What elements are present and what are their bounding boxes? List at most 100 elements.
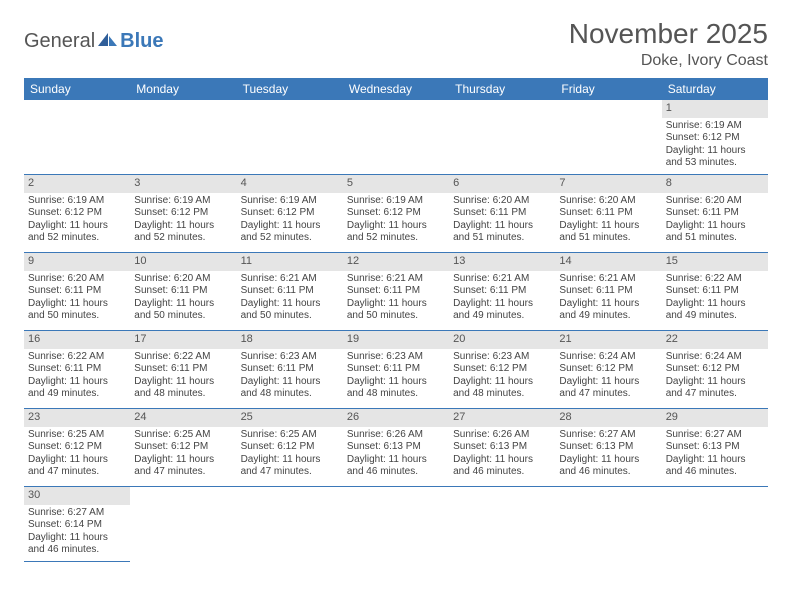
weekday-header: Friday	[555, 78, 661, 100]
sunrise-line: Sunrise: 6:19 AM	[666, 120, 764, 133]
sunrise-line: Sunrise: 6:23 AM	[453, 351, 551, 364]
daylight-line: Daylight: 11 hours and 51 minutes.	[453, 220, 551, 245]
day-details: Sunrise: 6:25 AMSunset: 6:12 PMDaylight:…	[130, 427, 236, 483]
daylight-line: Daylight: 11 hours and 48 minutes.	[453, 376, 551, 401]
sunrise-line: Sunrise: 6:23 AM	[347, 351, 445, 364]
day-details: Sunrise: 6:21 AMSunset: 6:11 PMDaylight:…	[237, 271, 343, 327]
day-number: 24	[130, 409, 236, 427]
day-number: 22	[662, 331, 768, 349]
weekday-header: Monday	[130, 78, 236, 100]
day-details: Sunrise: 6:20 AMSunset: 6:11 PMDaylight:…	[449, 193, 555, 249]
day-details: Sunrise: 6:21 AMSunset: 6:11 PMDaylight:…	[343, 271, 449, 327]
calendar-cell: 29Sunrise: 6:27 AMSunset: 6:13 PMDayligh…	[662, 408, 768, 486]
calendar-week-row: 16Sunrise: 6:22 AMSunset: 6:11 PMDayligh…	[24, 330, 768, 408]
calendar-cell	[449, 486, 555, 561]
daylight-line: Daylight: 11 hours and 47 minutes.	[134, 454, 232, 479]
calendar-cell	[130, 100, 236, 174]
daylight-line: Daylight: 11 hours and 49 minutes.	[559, 298, 657, 323]
sunset-line: Sunset: 6:11 PM	[453, 207, 551, 220]
day-number: 4	[237, 175, 343, 193]
daylight-line: Daylight: 11 hours and 48 minutes.	[134, 376, 232, 401]
sunrise-line: Sunrise: 6:21 AM	[453, 273, 551, 286]
daylight-line: Daylight: 11 hours and 52 minutes.	[241, 220, 339, 245]
logo-text-general: General	[24, 30, 95, 53]
sunset-line: Sunset: 6:12 PM	[241, 441, 339, 454]
day-number: 28	[555, 409, 661, 427]
calendar-cell	[24, 100, 130, 174]
sunrise-line: Sunrise: 6:21 AM	[559, 273, 657, 286]
daylight-line: Daylight: 11 hours and 47 minutes.	[559, 376, 657, 401]
day-details: Sunrise: 6:22 AMSunset: 6:11 PMDaylight:…	[24, 349, 130, 405]
sunrise-line: Sunrise: 6:27 AM	[559, 429, 657, 442]
calendar-cell: 13Sunrise: 6:21 AMSunset: 6:11 PMDayligh…	[449, 252, 555, 330]
calendar-cell: 26Sunrise: 6:26 AMSunset: 6:13 PMDayligh…	[343, 408, 449, 486]
day-details: Sunrise: 6:22 AMSunset: 6:11 PMDaylight:…	[662, 271, 768, 327]
sunset-line: Sunset: 6:11 PM	[241, 285, 339, 298]
day-number: 3	[130, 175, 236, 193]
day-number: 1	[662, 100, 768, 118]
calendar-cell: 7Sunrise: 6:20 AMSunset: 6:11 PMDaylight…	[555, 174, 661, 252]
sunset-line: Sunset: 6:12 PM	[347, 207, 445, 220]
day-details: Sunrise: 6:26 AMSunset: 6:13 PMDaylight:…	[343, 427, 449, 483]
sunrise-line: Sunrise: 6:26 AM	[347, 429, 445, 442]
sunrise-line: Sunrise: 6:19 AM	[134, 195, 232, 208]
day-details: Sunrise: 6:23 AMSunset: 6:11 PMDaylight:…	[237, 349, 343, 405]
calendar-cell: 24Sunrise: 6:25 AMSunset: 6:12 PMDayligh…	[130, 408, 236, 486]
day-number: 15	[662, 253, 768, 271]
sunrise-line: Sunrise: 6:19 AM	[241, 195, 339, 208]
calendar-cell: 22Sunrise: 6:24 AMSunset: 6:12 PMDayligh…	[662, 330, 768, 408]
day-number: 30	[24, 487, 130, 505]
daylight-line: Daylight: 11 hours and 47 minutes.	[666, 376, 764, 401]
day-number: 17	[130, 331, 236, 349]
title-block: November 2025 Doke, Ivory Coast	[569, 18, 768, 70]
sunrise-line: Sunrise: 6:25 AM	[134, 429, 232, 442]
day-details: Sunrise: 6:19 AMSunset: 6:12 PMDaylight:…	[662, 118, 768, 174]
daylight-line: Daylight: 11 hours and 52 minutes.	[134, 220, 232, 245]
sunrise-line: Sunrise: 6:25 AM	[241, 429, 339, 442]
day-details: Sunrise: 6:21 AMSunset: 6:11 PMDaylight:…	[555, 271, 661, 327]
weekday-header: Saturday	[662, 78, 768, 100]
calendar-cell	[343, 486, 449, 561]
weekday-header: Sunday	[24, 78, 130, 100]
calendar-cell: 17Sunrise: 6:22 AMSunset: 6:11 PMDayligh…	[130, 330, 236, 408]
day-details: Sunrise: 6:19 AMSunset: 6:12 PMDaylight:…	[237, 193, 343, 249]
sunrise-line: Sunrise: 6:26 AM	[453, 429, 551, 442]
daylight-line: Daylight: 11 hours and 50 minutes.	[347, 298, 445, 323]
daylight-line: Daylight: 11 hours and 47 minutes.	[28, 454, 126, 479]
calendar-cell: 5Sunrise: 6:19 AMSunset: 6:12 PMDaylight…	[343, 174, 449, 252]
sunrise-line: Sunrise: 6:24 AM	[559, 351, 657, 364]
day-number: 23	[24, 409, 130, 427]
calendar-cell: 4Sunrise: 6:19 AMSunset: 6:12 PMDaylight…	[237, 174, 343, 252]
day-details: Sunrise: 6:27 AMSunset: 6:13 PMDaylight:…	[555, 427, 661, 483]
calendar-cell: 11Sunrise: 6:21 AMSunset: 6:11 PMDayligh…	[237, 252, 343, 330]
sunset-line: Sunset: 6:12 PM	[28, 207, 126, 220]
calendar-week-row: 23Sunrise: 6:25 AMSunset: 6:12 PMDayligh…	[24, 408, 768, 486]
day-details: Sunrise: 6:25 AMSunset: 6:12 PMDaylight:…	[24, 427, 130, 483]
sunset-line: Sunset: 6:13 PM	[347, 441, 445, 454]
sunrise-line: Sunrise: 6:19 AM	[28, 195, 126, 208]
daylight-line: Daylight: 11 hours and 46 minutes.	[666, 454, 764, 479]
sunset-line: Sunset: 6:12 PM	[241, 207, 339, 220]
calendar-cell: 14Sunrise: 6:21 AMSunset: 6:11 PMDayligh…	[555, 252, 661, 330]
logo: General Blue	[24, 18, 164, 53]
day-number: 11	[237, 253, 343, 271]
day-details: Sunrise: 6:22 AMSunset: 6:11 PMDaylight:…	[130, 349, 236, 405]
daylight-line: Daylight: 11 hours and 52 minutes.	[347, 220, 445, 245]
calendar-cell: 16Sunrise: 6:22 AMSunset: 6:11 PMDayligh…	[24, 330, 130, 408]
day-details: Sunrise: 6:19 AMSunset: 6:12 PMDaylight:…	[24, 193, 130, 249]
sunrise-line: Sunrise: 6:21 AM	[241, 273, 339, 286]
day-details: Sunrise: 6:23 AMSunset: 6:12 PMDaylight:…	[449, 349, 555, 405]
sunrise-line: Sunrise: 6:23 AM	[241, 351, 339, 364]
sunset-line: Sunset: 6:11 PM	[559, 207, 657, 220]
daylight-line: Daylight: 11 hours and 46 minutes.	[28, 532, 126, 557]
day-details: Sunrise: 6:26 AMSunset: 6:13 PMDaylight:…	[449, 427, 555, 483]
calendar-cell: 9Sunrise: 6:20 AMSunset: 6:11 PMDaylight…	[24, 252, 130, 330]
location: Doke, Ivory Coast	[569, 52, 768, 70]
day-number: 2	[24, 175, 130, 193]
day-number: 13	[449, 253, 555, 271]
daylight-line: Daylight: 11 hours and 46 minutes.	[347, 454, 445, 479]
daylight-line: Daylight: 11 hours and 52 minutes.	[28, 220, 126, 245]
calendar-cell: 2Sunrise: 6:19 AMSunset: 6:12 PMDaylight…	[24, 174, 130, 252]
calendar-cell: 19Sunrise: 6:23 AMSunset: 6:11 PMDayligh…	[343, 330, 449, 408]
calendar-cell: 30Sunrise: 6:27 AMSunset: 6:14 PMDayligh…	[24, 486, 130, 561]
